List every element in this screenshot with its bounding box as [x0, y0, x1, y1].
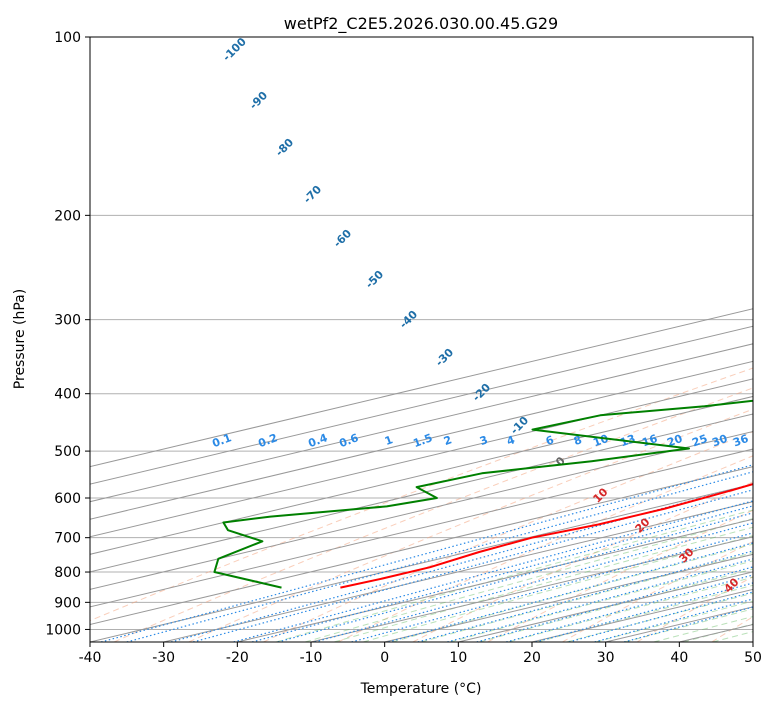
mixing-ratio-line [568, 591, 753, 642]
mixing-ratio-label: 20 [665, 432, 684, 450]
x-tick-label: 30 [597, 650, 615, 666]
dry-adiabat [263, 431, 753, 642]
mixing-ratio-label: 6 [544, 433, 556, 448]
isotherm [90, 483, 753, 642]
mixing-ratio-label: 1.5 [411, 431, 434, 450]
mixing-ratio-label: 0.2 [256, 431, 279, 450]
x-tick-label: -20 [226, 650, 249, 666]
dry-adiabat [412, 481, 753, 642]
mixing-ratio-line [417, 550, 753, 642]
mixing-ratio-label: 0.6 [337, 431, 360, 450]
x-axis-label: Temperature (°C) [360, 681, 482, 697]
mixing-ratio-line [351, 532, 753, 642]
x-axis-ticks: -40 -30 -20 -10 0 10 20 30 40 50 [79, 642, 762, 666]
y-axis-ticks: 100 200 300 400 500 600 700 800 900 1000 [45, 30, 90, 638]
mixing-ratio-label: 4 [505, 433, 517, 448]
mixing-ratio-line [251, 505, 753, 642]
mixing-ratio-line [170, 483, 753, 642]
mixing-ratio-line [314, 522, 753, 642]
mixing-ratio-line [126, 471, 753, 642]
sounding-profiles [213, 399, 753, 589]
mixing-ratio-line [388, 542, 753, 642]
mixing-ratio-line [594, 598, 753, 642]
y-tick-label: 200 [54, 208, 81, 224]
dry-adiabats [90, 367, 753, 642]
y-tick-label: 400 [54, 387, 81, 403]
y-tick-label: 600 [54, 491, 81, 507]
mixing-ratio-line [506, 574, 753, 642]
isotherms [90, 308, 753, 642]
mixing-ratio-line [192, 489, 753, 642]
x-tick-label: 50 [744, 650, 762, 666]
y-tick-label: 300 [54, 313, 81, 329]
y-tick-label: 1000 [45, 622, 81, 638]
mixing-ratio-label: 30 [710, 432, 729, 450]
isotherm [90, 413, 753, 573]
y-tick-label: 900 [54, 595, 81, 611]
mixing-ratio-lines [100, 464, 753, 642]
isotherm [90, 325, 753, 485]
isotherm [237, 518, 753, 642]
y-tick-label: 500 [54, 444, 81, 460]
moist-adiabat [275, 509, 753, 642]
isotherm [90, 395, 753, 555]
isotherm [163, 501, 753, 642]
mixing-ratio-line [100, 464, 753, 642]
mixing-ratio-label: 1 [383, 433, 395, 448]
dry-adiabat [188, 408, 753, 642]
isotherm [90, 448, 753, 608]
chart-title: wetPf2_C2E5.2026.030.00.45.G29 [284, 14, 558, 34]
plot-frame [89, 36, 754, 643]
mixing-ratio-label: 3 [478, 433, 490, 448]
x-tick-label: 40 [670, 650, 688, 666]
x-tick-label: -40 [79, 650, 102, 666]
mixing-ratio-line [535, 582, 753, 642]
mixing-ratio-label: 0.4 [306, 431, 329, 450]
mixing-ratio-line [447, 558, 753, 642]
mixing-ratio-label: 10 [591, 432, 610, 450]
moist-adiabat [333, 526, 753, 642]
mixing-ratio-line [623, 606, 753, 642]
isotherm [90, 308, 753, 468]
x-tick-label: 10 [449, 650, 467, 666]
mixing-ratio-label: 0.1 [210, 431, 233, 450]
y-axis-label: Pressure (hPa) [12, 289, 28, 389]
y-tick-label: 100 [54, 30, 81, 46]
isotherm [310, 536, 753, 642]
y-tick-label: 800 [54, 565, 81, 581]
x-tick-label: -30 [152, 650, 175, 666]
mixing-ratio-line [277, 512, 753, 642]
mixing-ratio-line [233, 500, 753, 642]
mixing-ratio-label: 25 [690, 432, 709, 449]
mixing-ratio-label: 8 [572, 433, 584, 448]
y-tick-label: 700 [54, 531, 81, 547]
dewpoint-profile [213, 399, 753, 589]
mixing-ratio-line [476, 566, 753, 642]
x-tick-label: -10 [300, 650, 323, 666]
x-tick-label: 0 [380, 650, 389, 666]
pressure-grid [90, 37, 753, 630]
temperature-profile [340, 483, 753, 589]
mixing-ratio-label: 36 [731, 432, 750, 450]
isotherm [90, 431, 753, 590]
mixing-ratio-label: 2 [442, 433, 454, 448]
x-tick-label: 20 [523, 650, 541, 666]
dry-adiabat [487, 509, 753, 642]
plot-area: -100-90-80-70-60-50-40-30-20-10010203040… [90, 37, 753, 642]
isotherm [90, 466, 753, 625]
